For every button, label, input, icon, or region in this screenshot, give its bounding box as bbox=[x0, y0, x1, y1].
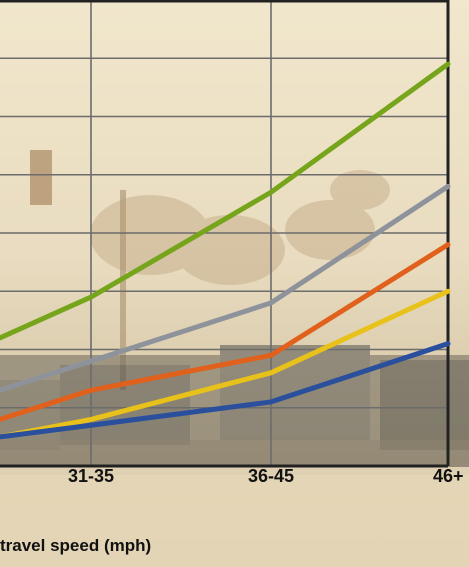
signal-pole bbox=[120, 190, 126, 390]
x-tick-label: 31-35 bbox=[67, 466, 115, 486]
series-line-2 bbox=[0, 183, 451, 393]
series-line-5 bbox=[0, 341, 451, 440]
series-line-1 bbox=[0, 61, 451, 341]
series-lines bbox=[0, 61, 451, 440]
x-tick-label: 46+ bbox=[433, 466, 464, 486]
plot-frame bbox=[0, 0, 450, 468]
series-line-4 bbox=[0, 288, 451, 440]
series-line-3 bbox=[0, 242, 451, 422]
x-tick-label: 36-45 bbox=[247, 466, 295, 486]
traffic-light bbox=[30, 150, 52, 205]
x-axis-title: travel speed (mph) bbox=[0, 536, 152, 555]
